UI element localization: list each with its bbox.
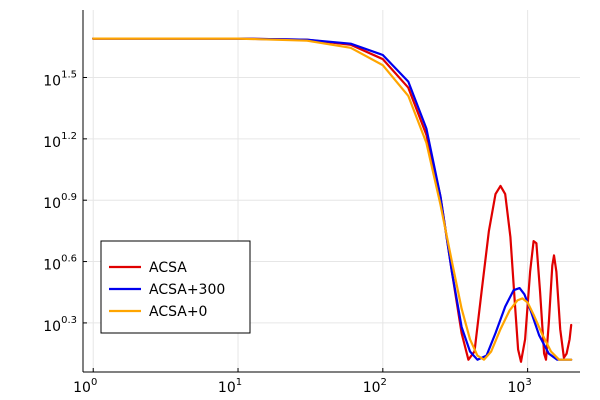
legend-label: ACSA	[149, 260, 187, 276]
axes	[82, 10, 580, 373]
x-tick-exponent: 3	[525, 377, 531, 388]
x-tick-base: 10	[218, 380, 236, 396]
legend-label: ACSA+300	[149, 282, 225, 298]
x-tick-exponent: 1	[236, 377, 242, 388]
y-tick-exponent: 0.3	[61, 315, 77, 326]
x-tick-base: 10	[508, 380, 526, 396]
x-tick-exponent: 0	[91, 377, 97, 388]
y-tick-label: 100.3	[43, 315, 77, 335]
x-tick-label: 100	[73, 377, 97, 396]
x-tick-label: 102	[363, 377, 387, 396]
y-tick-base: 10	[43, 135, 61, 151]
series-line-0	[92, 37, 573, 363]
series-lines	[92, 37, 573, 363]
legend-box	[100, 240, 251, 334]
y-tick-base: 10	[43, 196, 61, 212]
y-tick-label: 101.5	[43, 69, 77, 89]
y-tick-label: 100.6	[43, 254, 77, 274]
series-line-2	[92, 37, 573, 361]
legend: ACSA ACSA+300 ACSA+0	[100, 240, 251, 334]
x-tick-base: 10	[73, 380, 91, 396]
y-tick-base: 10	[43, 319, 61, 335]
y-tick-exponent: 0.6	[61, 254, 77, 265]
y-tick-exponent: 1.2	[61, 131, 77, 142]
y-tick-base: 10	[43, 258, 61, 274]
x-tick-label: 103	[508, 377, 532, 396]
x-tick-exponent: 2	[381, 377, 387, 388]
legend-label: ACSA+0	[149, 304, 207, 320]
y-tick-label: 101.2	[43, 131, 77, 151]
y-tick-base: 10	[43, 73, 61, 89]
y-tick-label: 100.9	[43, 192, 77, 212]
y-tick-exponent: 0.9	[61, 192, 77, 203]
y-tick-exponent: 1.5	[61, 69, 77, 80]
x-tick-label: 101	[218, 377, 242, 396]
x-tick-base: 10	[363, 380, 381, 396]
